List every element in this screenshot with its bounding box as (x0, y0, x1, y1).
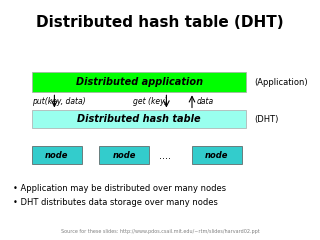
FancyBboxPatch shape (99, 146, 149, 164)
Text: (DHT): (DHT) (254, 115, 279, 124)
Text: node: node (205, 151, 228, 160)
Text: data: data (197, 97, 214, 106)
Text: Distributed hash table (DHT): Distributed hash table (DHT) (36, 15, 284, 30)
Text: Distributed application: Distributed application (76, 77, 203, 87)
Text: • Application may be distributed over many nodes: • Application may be distributed over ma… (13, 184, 226, 193)
Text: Distributed hash table: Distributed hash table (77, 114, 201, 124)
Text: node: node (45, 151, 68, 160)
Text: get (key): get (key) (133, 97, 167, 106)
FancyBboxPatch shape (32, 72, 246, 92)
FancyBboxPatch shape (192, 146, 242, 164)
Text: • DHT distributes data storage over many nodes: • DHT distributes data storage over many… (13, 198, 218, 207)
Text: (Application): (Application) (254, 78, 308, 87)
Text: put(key, data): put(key, data) (32, 97, 86, 106)
Text: Source for these slides: http://www.pdos.csail.mit.edu/~rtm/slides/harvard02.ppt: Source for these slides: http://www.pdos… (60, 229, 260, 234)
Text: ....: .... (159, 150, 171, 161)
FancyBboxPatch shape (32, 146, 82, 164)
Text: node: node (112, 151, 136, 160)
FancyBboxPatch shape (32, 110, 246, 128)
